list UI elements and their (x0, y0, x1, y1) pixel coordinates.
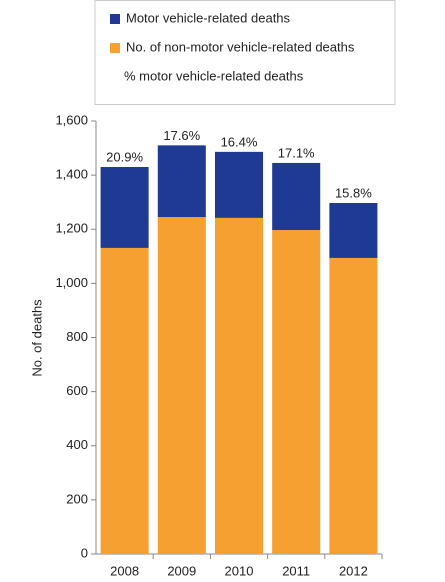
data-label: 20.9% (106, 149, 143, 164)
y-tick-label: 200 (66, 491, 88, 506)
y-tick-label: 800 (66, 329, 88, 344)
bar-segment (329, 202, 378, 258)
y-tick-label: 1,400 (55, 167, 88, 182)
bar-segment (272, 162, 321, 231)
bar-segment (157, 145, 206, 218)
legend-swatch (110, 43, 120, 53)
x-tick-label: 2012 (339, 563, 368, 578)
y-tick-label: 1,600 (55, 112, 88, 127)
legend-label: % motor vehicle-related deaths (124, 68, 304, 83)
data-label: 17.6% (163, 128, 200, 143)
y-tick-label: 1,000 (55, 275, 88, 290)
legend-swatch (110, 14, 120, 24)
data-label: 16.4% (221, 134, 258, 149)
y-axis-label: No. of deaths (29, 299, 44, 377)
y-tick-label: 0 (81, 545, 88, 560)
legend-label: Motor vehicle-related deaths (126, 10, 291, 25)
data-label: 15.8% (335, 185, 372, 200)
legend-box (94, 0, 396, 105)
y-tick-label: 1,200 (55, 221, 88, 236)
bar-segment (272, 230, 321, 554)
bar-segment (214, 151, 264, 218)
x-tick-label: 2008 (110, 563, 139, 578)
x-tick-label: 2009 (167, 563, 196, 578)
x-tick-label: 2011 (282, 563, 310, 578)
bar-segment (100, 247, 149, 554)
bar-segment (214, 217, 264, 555)
x-tick-label: 2010 (225, 563, 254, 578)
data-label: 17.1% (278, 145, 315, 160)
bar-segment (157, 217, 206, 554)
legend-label: No. of non-motor vehicle-related deaths (126, 39, 355, 54)
bar-segment (100, 167, 149, 248)
y-tick-label: 600 (66, 383, 88, 398)
y-tick-label: 400 (66, 437, 88, 452)
bar-segment (329, 257, 378, 554)
